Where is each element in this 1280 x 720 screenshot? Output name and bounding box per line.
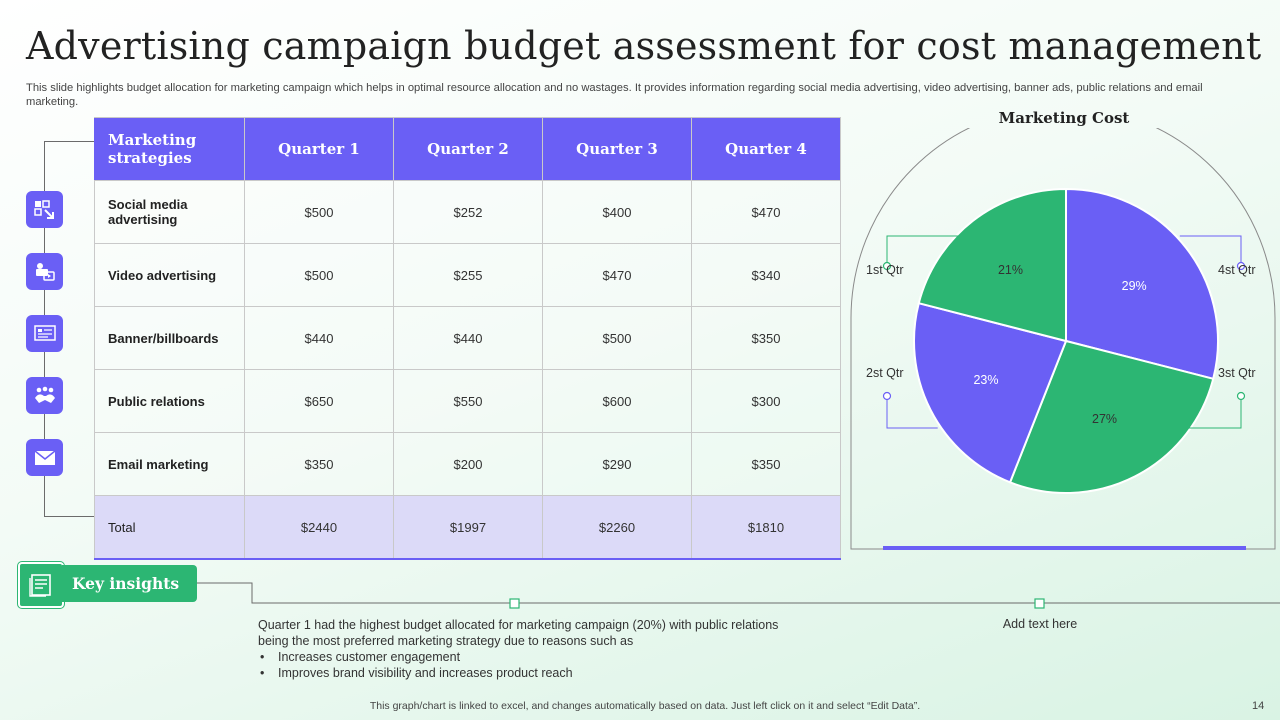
cell-value: $440 [244, 306, 394, 370]
header-quarter-3: Quarter 3 [542, 117, 692, 181]
table-row: Social media advertising $500 $252 $400 … [94, 180, 841, 244]
pie-leader-dot [882, 261, 892, 271]
table-header-row: Marketing strategies Quarter 1 Quarter 2… [94, 117, 841, 181]
pie-chart [850, 128, 1276, 550]
cell-value: $252 [393, 180, 543, 244]
cell-value: $500 [542, 306, 692, 370]
cell-value: $470 [691, 180, 841, 244]
cell-value: $350 [691, 306, 841, 370]
row-name: Video advertising [94, 243, 245, 307]
row-name: Banner/billboards [94, 306, 245, 370]
pie-category-label: 4st Qtr [1218, 263, 1256, 277]
email-icon [26, 439, 63, 476]
timeline-marker [509, 598, 520, 609]
page-subtitle: This slide highlights budget allocation … [26, 82, 1203, 108]
header-strategies: Marketing strategies [94, 117, 245, 181]
table-row: Banner/billboards $440 $440 $500 $350 [94, 306, 841, 370]
cell-value: $340 [691, 243, 841, 307]
insight-bullets: Increases customer engagement Improves b… [258, 649, 798, 681]
header-quarter-2: Quarter 2 [393, 117, 543, 181]
pie-category-label: 2st Qtr [866, 366, 904, 380]
insight-bullet: Increases customer engagement [258, 649, 798, 665]
header-quarter-4: Quarter 4 [691, 117, 841, 181]
pie-leader-dot [1236, 261, 1246, 271]
banner-icon [26, 315, 63, 352]
cell-value: $350 [691, 432, 841, 496]
public-relations-icon [26, 377, 63, 414]
pie-leader-line [886, 235, 978, 266]
cell-value: $470 [542, 243, 692, 307]
page-title: Advertising campaign budget assessment f… [26, 24, 1262, 68]
pie-leader-line [1131, 396, 1242, 429]
insight-bullet: Improves brand visibility and increases … [258, 665, 798, 681]
table-row: Video advertising $500 $255 $470 $340 [94, 243, 841, 307]
cell-value: $440 [393, 306, 543, 370]
table-row: Email marketing $350 $200 $290 $350 [94, 432, 841, 496]
pie-value-label: 23% [973, 373, 999, 388]
cell-value: $300 [691, 369, 841, 433]
pie-category-label: 1st Qtr [866, 263, 904, 277]
pie-slice [1065, 187, 1219, 381]
cell-value: $500 [244, 243, 394, 307]
pie-slice [917, 187, 1067, 343]
footer-note: This graph/chart is linked to excel, and… [369, 700, 921, 712]
pie-value-label: 29% [1121, 278, 1147, 293]
strategy-table: Marketing strategies Quarter 1 Quarter 2… [94, 117, 841, 560]
total-value: $1997 [393, 495, 543, 560]
insight-text: Quarter 1 had the highest budget allocat… [258, 618, 779, 648]
cell-value: $255 [393, 243, 543, 307]
cell-value: $400 [542, 180, 692, 244]
chart-title: Marketing Cost [998, 109, 1130, 127]
cell-value: $600 [542, 369, 692, 433]
pie-category-label: 3st Qtr [1218, 366, 1256, 380]
total-value: $2260 [542, 495, 692, 560]
video-icon [26, 253, 63, 290]
cell-value: $350 [244, 432, 394, 496]
table-row: Public relations $650 $550 $600 $300 [94, 369, 841, 433]
timeline-marker [1034, 598, 1045, 609]
total-row: Total $2440 $1997 $2260 $1810 [94, 495, 841, 560]
pie-slice [1008, 339, 1215, 494]
row-name: Social media advertising [94, 180, 245, 244]
pie-leader-line [1179, 235, 1242, 266]
cell-value: $290 [542, 432, 692, 496]
header-quarter-1: Quarter 1 [244, 117, 394, 181]
key-insights-label: Key insights [62, 565, 197, 602]
cell-value: $550 [393, 369, 543, 433]
insights-timeline [197, 582, 1280, 609]
cell-value: $650 [244, 369, 394, 433]
social-media-icon [26, 191, 63, 228]
total-value: $1810 [691, 495, 841, 560]
pie-leader-dot [882, 391, 892, 401]
pie-leader-dot [1236, 391, 1246, 401]
row-name: Email marketing [94, 432, 245, 496]
cell-value: $200 [393, 432, 543, 496]
cell-value: $500 [244, 180, 394, 244]
pie-value-label: 27% [1092, 411, 1118, 426]
total-label: Total [94, 495, 245, 560]
add-text-placeholder[interactable]: Add text here [1002, 617, 1078, 631]
insight-text-block: Quarter 1 had the highest budget allocat… [258, 617, 798, 681]
row-name: Public relations [94, 369, 245, 433]
chart-frame [850, 128, 1276, 550]
total-value: $2440 [244, 495, 394, 560]
pie-slice [913, 301, 1068, 484]
page-number: 14 [1252, 700, 1265, 712]
pie-leader-line [886, 396, 938, 429]
pie-value-label: 21% [997, 263, 1023, 278]
